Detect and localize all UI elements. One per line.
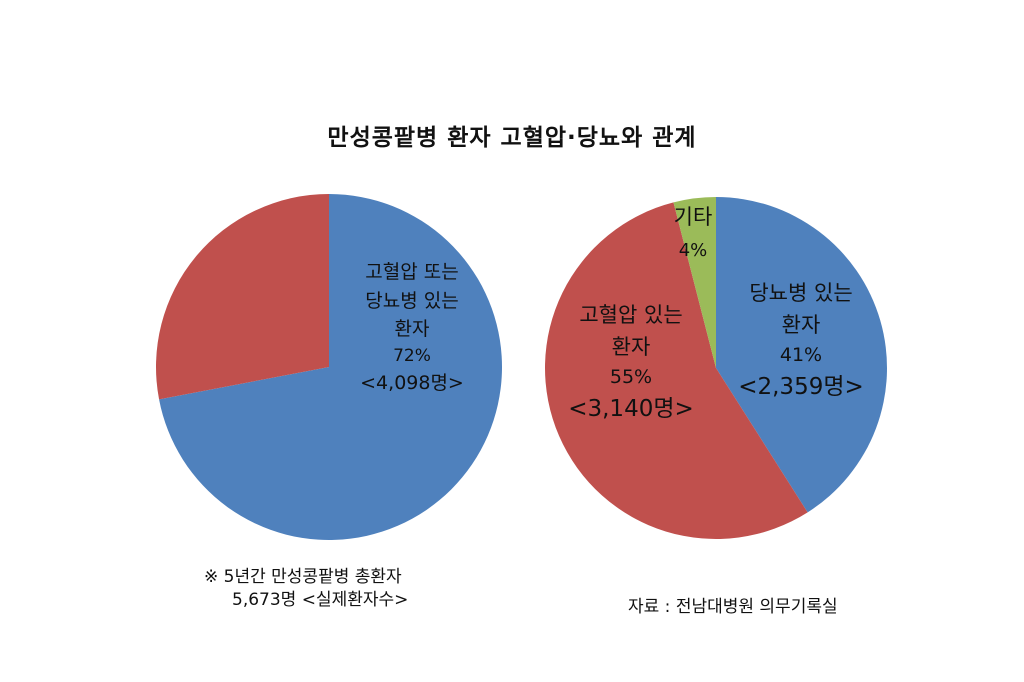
chart-title: 만성콩팥병 환자 고혈압·당뇨와 관계 [327,125,697,151]
slice-percent: 4% [678,239,708,261]
slice-label-ht-or-dm: 고혈압 또는 당뇨병 있는 환자 72% <4,098명> [337,258,487,398]
pie-slice-other [673,197,716,368]
pie-slice-diabetes [716,197,887,513]
slice-label-line: 환자 [781,312,821,337]
pie-slice-ht-or-dm [159,194,502,540]
slice-label-diabetes: 당뇨병 있는 환자 41% <2,359명> [716,278,886,404]
slice-percent: 55% [609,366,653,388]
pie-chart-breakdown [544,197,887,539]
slice-label-line: 환자 [394,318,430,340]
slice-label-line: 고혈압 있는 [579,303,683,327]
slice-label-line: 환자 [611,334,651,359]
slice-count: <2,359명> [738,373,864,400]
slice-label-line: 고혈압 또는 [365,261,459,283]
pie-chart-total [155,194,502,540]
slice-count: <3,140명> [568,395,694,422]
pie-slice-hypertension [544,202,808,539]
slice-count: <4,098명> [360,372,464,394]
slice-label-hypertension: 고혈압 있는 환자 55% <3,140명> [556,300,706,426]
slice-label-other: 기타 4% [658,200,728,266]
slice-percent: 72% [393,345,431,366]
slice-percent: 41% [779,344,823,366]
footnote-line: ※ 5년간 만성콩팥병 총환자 [204,567,402,587]
footnote-line: 5,673명 <실제환자수> [232,589,409,610]
slice-label-line: 당뇨병 있는 [365,289,459,312]
pie-slice-rest [155,194,329,400]
slice-label-line: 기타 [673,205,713,229]
source-note: 자료 : 전남대병원 의무기록실 [628,597,838,617]
footnote: ※ 5년간 만성콩팥병 총환자 5,673명 <실제환자수> [204,566,408,612]
slice-label-line: 당뇨병 있는 [749,281,853,305]
